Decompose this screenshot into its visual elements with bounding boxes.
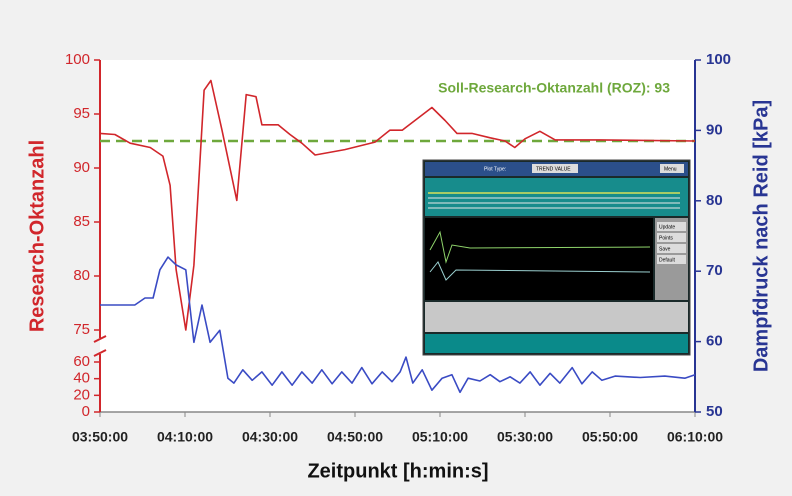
y-tick-label: 60 — [73, 353, 90, 370]
inset-screenshot: Plot Type: TREND VALUE Menu Update Points… — [422, 159, 691, 356]
inset-text: TREND VALUE — [536, 166, 571, 172]
y2-tick-label: 60 — [706, 333, 723, 350]
y2-tick-label: 100 — [706, 51, 731, 68]
y-tick-label: 0 — [82, 403, 90, 420]
data-line — [99, 79, 696, 331]
inset-curve — [429, 230, 651, 264]
inset-button — [657, 233, 686, 242]
y-tick-label: 75 — [73, 321, 90, 338]
inset-button — [657, 244, 686, 253]
x-tick-label: 04:30:00 — [242, 429, 298, 445]
y2-tick-label: 80 — [706, 192, 723, 209]
x-tick-label: 06:10:00 — [667, 429, 723, 445]
inset-text: Default — [659, 257, 675, 263]
x-axis-label: Zeitpunkt [h:min:s] — [307, 460, 488, 482]
y2-axis-label: Dampfdruck nach Reid [kPa] — [750, 100, 772, 372]
inset-curve — [429, 261, 651, 281]
y-tick-label: 100 — [65, 51, 90, 68]
inset-plot — [425, 218, 653, 300]
x-tick-label: 04:10:00 — [157, 429, 213, 445]
y-tick-label: 20 — [73, 386, 90, 403]
inset-text: Menu — [664, 166, 677, 172]
inset-status — [425, 334, 688, 353]
y2-tick-label: 90 — [706, 121, 723, 138]
inset-button — [657, 255, 686, 264]
x-tick-label: 05:50:00 — [582, 429, 638, 445]
y-tick-label: 80 — [73, 267, 90, 284]
y-axis-label: Research-Oktanzahl — [26, 140, 48, 332]
y-tick-label: 90 — [73, 159, 90, 176]
y-tick-label: 40 — [73, 370, 90, 387]
axis-break — [93, 335, 107, 357]
inset-controls — [425, 302, 688, 332]
y-tick-label: 95 — [73, 105, 90, 122]
inset-button — [657, 222, 686, 231]
data-line — [100, 256, 696, 394]
inset-text: Plot Type: — [484, 166, 506, 172]
inset-table — [425, 178, 688, 216]
y2-tick-label: 70 — [706, 262, 723, 279]
inset-button — [660, 164, 684, 173]
inset-text: Save — [659, 246, 671, 252]
inset-field — [532, 164, 578, 173]
y2-tick-label: 50 — [706, 403, 723, 420]
inset-text: Update — [659, 224, 675, 230]
inset-text: Points — [659, 235, 673, 241]
reference-label: Soll-Research-Oktanzahl (ROZ): 93 — [438, 80, 670, 96]
x-tick-label: 04:50:00 — [327, 429, 383, 445]
x-tick-label: 03:50:00 — [72, 429, 128, 445]
x-tick-label: 05:30:00 — [497, 429, 553, 445]
x-tick-label: 05:10:00 — [412, 429, 468, 445]
y-tick-label: 85 — [73, 213, 90, 230]
